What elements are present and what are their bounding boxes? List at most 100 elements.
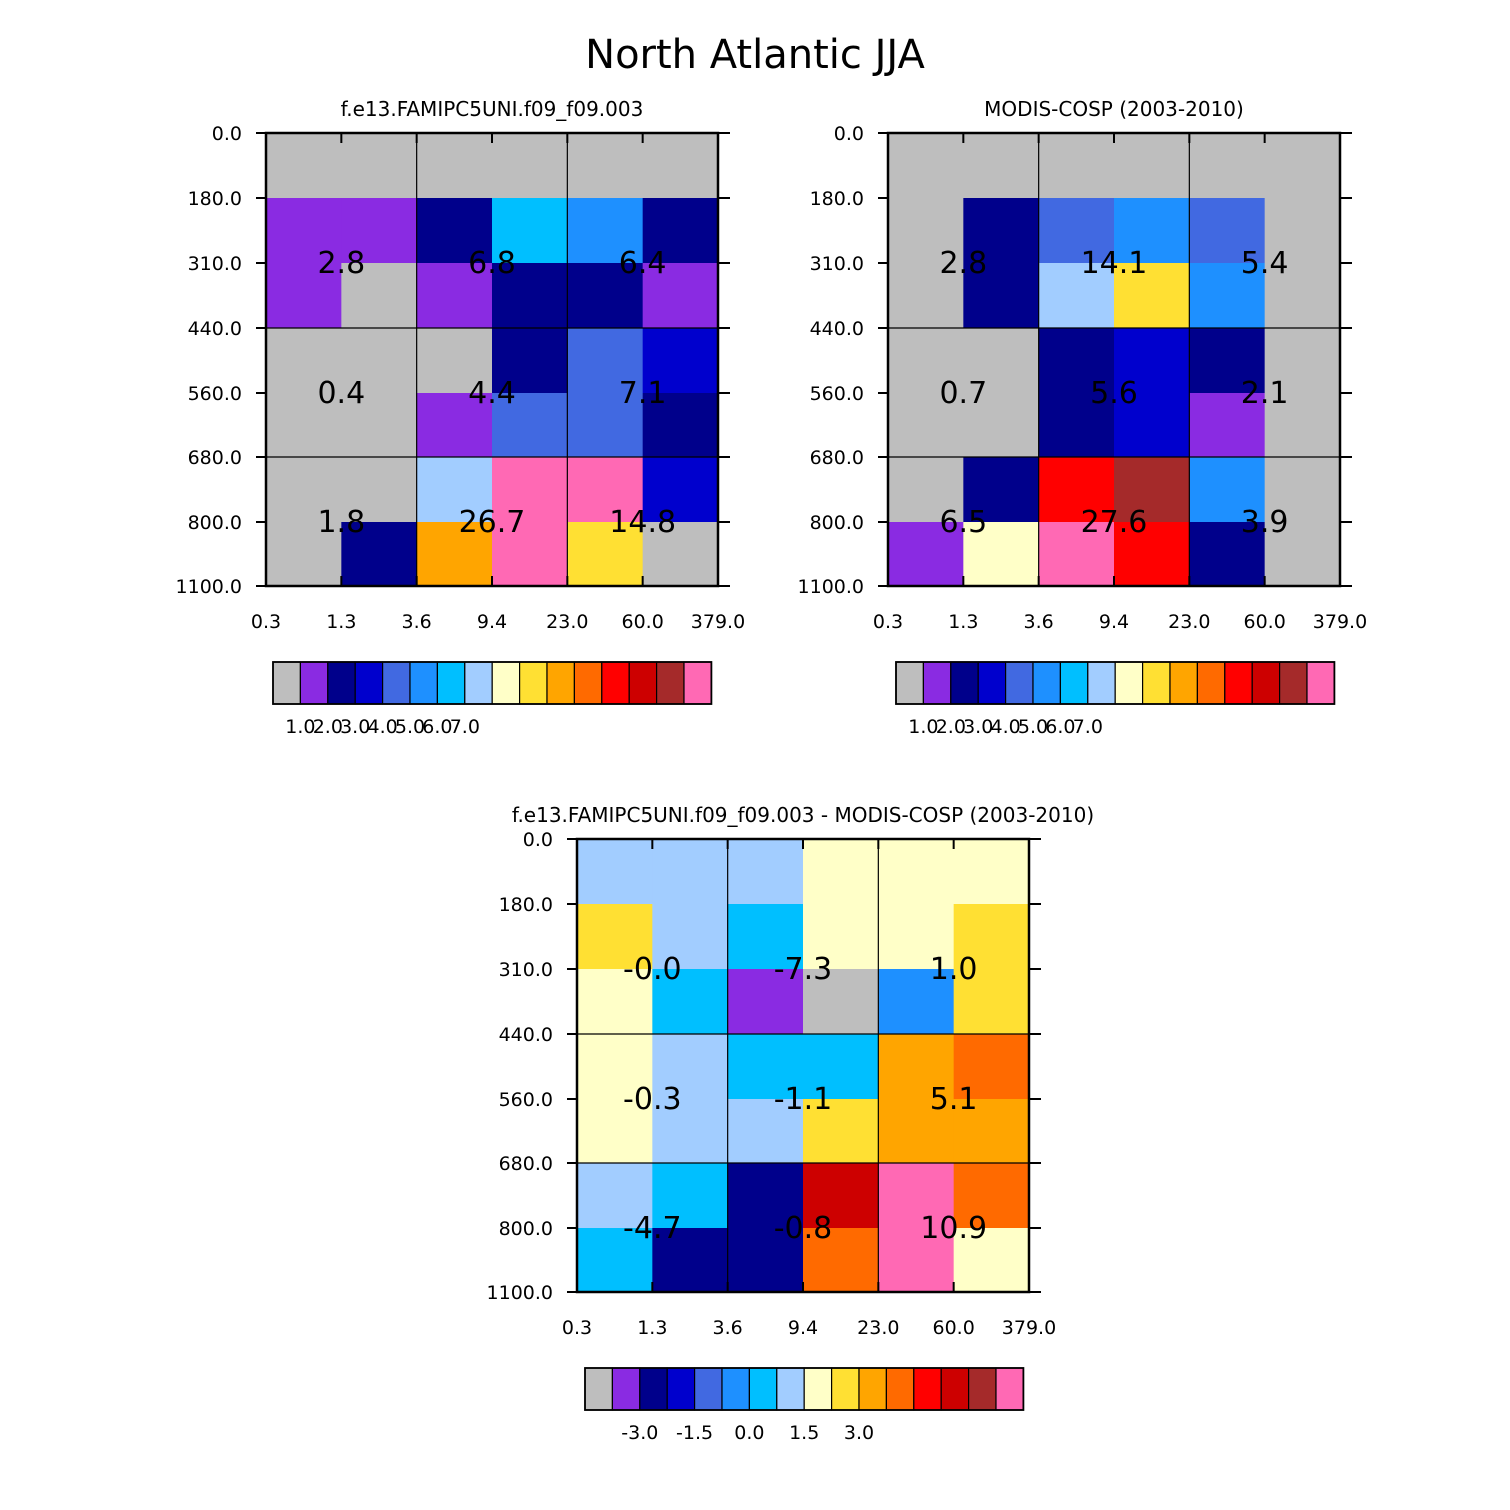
y-tick-label: 1100.0 xyxy=(487,1282,553,1304)
colorbar-label: 4.0 xyxy=(367,716,397,738)
heatmap-cell xyxy=(878,1228,955,1293)
heatmap-cell xyxy=(878,1099,955,1164)
heatmap-cell xyxy=(567,263,644,329)
heatmap-cell xyxy=(416,457,493,523)
heatmap-cell xyxy=(1114,198,1190,264)
colorbar-label: 7.0 xyxy=(450,716,480,738)
colorbar-label: 2.0 xyxy=(313,716,343,738)
colorbar-box xyxy=(299,661,329,705)
heatmap-cell xyxy=(652,1163,729,1229)
heatmap-cell xyxy=(266,328,342,394)
panel-model: f.e13.FAMIPC5UNI.f09_f09.003 2.8 6.8 6.4 0.4… xyxy=(176,97,746,738)
y-tick-label: 800.0 xyxy=(810,512,864,534)
colorbar-box xyxy=(950,661,979,705)
x-tick-label: 60.0 xyxy=(1244,611,1286,633)
colorbar-box xyxy=(1141,661,1171,705)
heatmap-cell xyxy=(642,263,719,329)
heatmap-cell xyxy=(888,198,964,264)
panel-obs: MODIS-COSP (2003-2010) 2.8 14.1 5.4 0.7 5.6 2.… xyxy=(798,97,1368,738)
colorbar-box xyxy=(628,661,658,705)
heatmap-cell xyxy=(1038,263,1115,329)
colorbar-box xyxy=(1004,661,1034,705)
block-value-label: 14.1 xyxy=(1081,246,1148,281)
block-value-label: 6.5 xyxy=(939,505,987,540)
heatmap-cell xyxy=(266,133,342,199)
colorbar-frame xyxy=(895,661,1336,705)
block-value-label: 27.6 xyxy=(1081,505,1148,540)
heatmap-cell xyxy=(1114,133,1190,199)
block-value-label: 1.0 xyxy=(930,952,978,987)
colorbar-box xyxy=(1224,661,1253,705)
colorbar-label: 1.0 xyxy=(908,716,938,738)
y-tick-label: 680.0 xyxy=(810,447,864,469)
x-tick-label: 3.6 xyxy=(713,1317,743,1339)
block-value-label: 6.8 xyxy=(468,246,516,281)
heatmap-cell xyxy=(878,839,955,905)
colorbar-box xyxy=(639,1367,668,1411)
heatmap-cell xyxy=(953,904,1030,970)
heatmap-cell xyxy=(492,133,568,199)
heatmap-cell xyxy=(1038,457,1115,523)
heatmap-cell xyxy=(652,1228,729,1293)
heatmap-cell xyxy=(1114,328,1190,394)
y-tick-label: 800.0 xyxy=(188,512,242,534)
block-value-label: 2.8 xyxy=(317,246,365,281)
colorbar-box xyxy=(858,1367,887,1411)
heatmap-cell xyxy=(416,198,493,264)
heatmap-cell xyxy=(1189,522,1266,587)
colorbar-box xyxy=(436,661,466,705)
colorbar-box xyxy=(1278,661,1308,705)
colorbar-box xyxy=(584,1367,613,1411)
heatmap-cell xyxy=(963,133,1040,199)
block-value-label: 1.8 xyxy=(317,505,365,540)
heatmap-cell xyxy=(341,457,418,523)
heatmap-cell xyxy=(1264,522,1341,587)
x-tick-label: 1.3 xyxy=(637,1317,667,1339)
colorbar-box xyxy=(721,1367,750,1411)
heatmap-cell xyxy=(492,328,568,394)
heatmap-cell xyxy=(642,393,719,458)
y-tick-label: 560.0 xyxy=(810,383,864,405)
block-value-label: 4.4 xyxy=(468,376,516,411)
colorbar-box xyxy=(803,1367,833,1411)
block-value-label: 6.4 xyxy=(619,246,667,281)
heatmap-cell xyxy=(266,522,342,587)
heatmap-cell xyxy=(1038,198,1115,264)
panel-title: f.e13.FAMIPC5UNI.f09_f09.003 - MODIS-COS… xyxy=(512,803,1094,827)
x-tick-label: 0.3 xyxy=(562,1317,592,1339)
colorbar-frame xyxy=(584,1367,1025,1411)
colorbar-box xyxy=(967,1367,997,1411)
colorbar-box xyxy=(895,661,924,705)
colorbar-box xyxy=(518,661,548,705)
heatmap-cell xyxy=(1264,198,1341,264)
heatmap-cell xyxy=(567,198,644,264)
heatmap-cell xyxy=(953,1228,1030,1293)
y-tick-label: 180.0 xyxy=(188,188,242,210)
colorbar-label: 1.0 xyxy=(285,716,315,738)
heatmap-cell xyxy=(803,1034,879,1100)
block-value-label: 2.1 xyxy=(1241,376,1289,411)
heatmap-cell xyxy=(642,198,719,264)
y-tick-label: 800.0 xyxy=(499,1218,553,1240)
colorbar-box xyxy=(491,661,521,705)
heatmap-cell xyxy=(727,1099,804,1164)
colorbar-label: 4.0 xyxy=(990,716,1020,738)
y-tick-label: 180.0 xyxy=(810,188,864,210)
x-tick-label: 379.0 xyxy=(1313,611,1367,633)
block-value-label: -4.7 xyxy=(623,1211,682,1246)
heatmap-cell xyxy=(878,1163,955,1229)
heatmap-cell xyxy=(1038,133,1115,199)
y-tick-label: 1100.0 xyxy=(176,576,242,598)
x-tick-label: 1.3 xyxy=(948,611,978,633)
heatmap-cell xyxy=(953,839,1030,905)
colorbar-label: 3.0 xyxy=(844,1422,874,1444)
heatmap-cell xyxy=(953,1099,1030,1164)
heatmap-cell xyxy=(1264,133,1341,199)
heatmap-cell xyxy=(567,328,644,394)
colorbar-label: 7.0 xyxy=(1073,716,1103,738)
colorbar-box xyxy=(1059,661,1089,705)
heatmap-cell xyxy=(1264,457,1341,523)
block-value-label: -7.3 xyxy=(774,952,833,987)
heatmap-cell xyxy=(803,839,879,905)
x-tick-label: 0.3 xyxy=(873,611,903,633)
